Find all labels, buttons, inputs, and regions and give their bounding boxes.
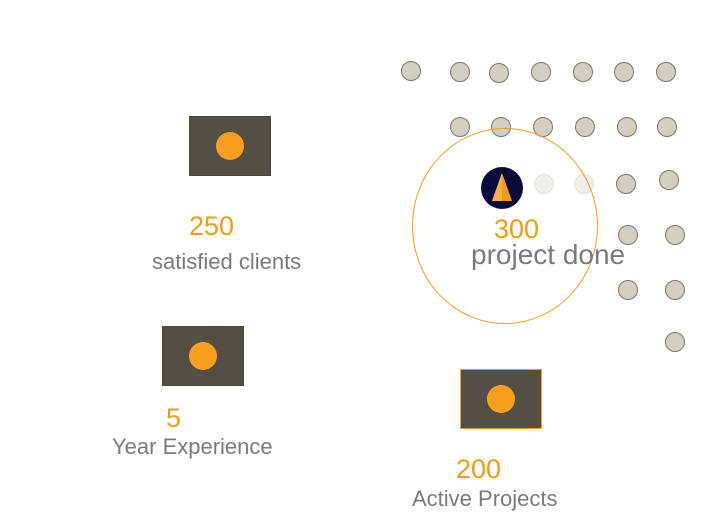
highlight-ring [412,128,598,324]
dot-icon [665,332,685,352]
stat-value: 5 [166,403,182,433]
dot-icon [531,62,551,82]
dot-icon [665,225,685,245]
sun-icon [216,132,244,160]
dot-icon [618,225,638,245]
dot-icon [657,117,677,137]
dot-icon [489,63,509,83]
image-placeholder-icon [189,116,271,176]
stat-label: project done [471,239,626,270]
dot-icon [618,280,638,300]
dot-icon [575,117,595,137]
dot-icon [656,62,676,82]
stat-value: 300 [494,214,540,244]
dot-icon [616,174,636,194]
dot-icon [614,62,634,82]
stat-label: satisfied clients [152,249,302,274]
dot-icon [573,62,593,82]
stat-label: Year Experience [112,434,273,459]
stat-value: 200 [456,454,502,484]
image-placeholder-icon [162,326,244,386]
image-placeholder-icon [460,369,542,429]
stat-value: 250 [189,211,235,241]
dot-icon [659,170,679,190]
dot-icon [401,61,421,81]
dot-icon [617,117,637,137]
dot-icon [450,62,470,82]
dot-icon [665,280,685,300]
stat-label: Active Projects [412,486,558,511]
sun-icon [189,342,217,370]
dot-icon [450,117,470,137]
navigation-arrow-icon [481,167,523,209]
sun-icon [487,385,515,413]
